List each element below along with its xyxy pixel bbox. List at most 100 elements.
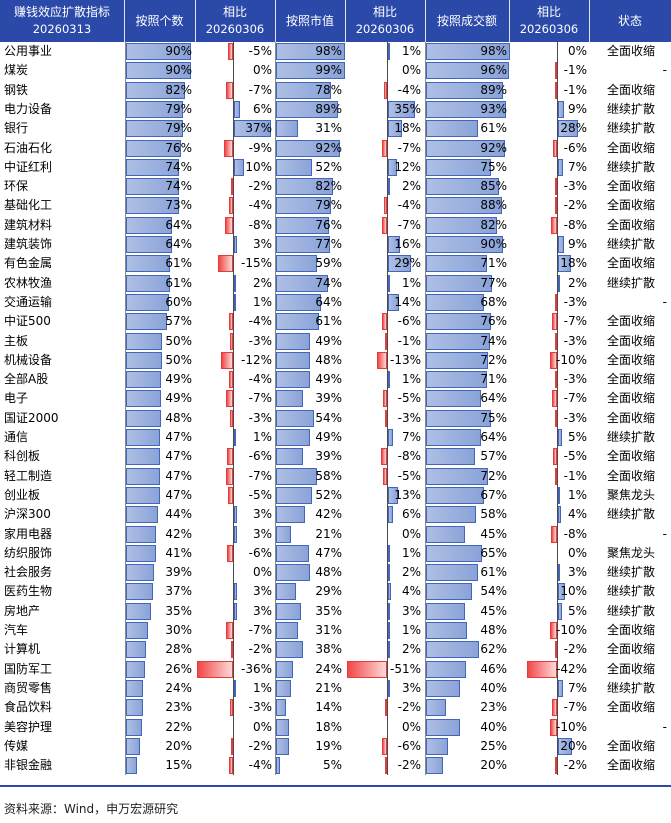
row-name: 公用事业: [4, 44, 53, 58]
delta-value-cap-d: -2%: [397, 758, 421, 773]
delta-value-count-d: -3%: [248, 700, 272, 715]
row-status: 全面收缩: [606, 700, 655, 715]
delta-value-to-d: -2%: [563, 198, 587, 213]
delta-bar-cap-d: [388, 371, 390, 389]
delta-value-to-d: -3%: [563, 410, 587, 425]
level-value-count: 57%: [165, 314, 192, 329]
row-name: 农林牧渔: [4, 275, 53, 290]
delta-bar-to-d: [558, 486, 560, 504]
level-bar-count: [126, 332, 162, 350]
level-value-count: 61%: [165, 275, 192, 290]
delta-value-to-d: -10%: [555, 719, 587, 734]
level-bar-count: [126, 544, 156, 562]
level-value-to: 58%: [480, 507, 507, 522]
level-bar-cap: [276, 737, 290, 755]
level-value-to: 77%: [480, 275, 507, 290]
level-bar-cap: [276, 100, 339, 118]
level-bar-to: [426, 236, 504, 253]
delta-bar-to-d: [552, 139, 557, 157]
delta-value-to-d: -1%: [563, 468, 587, 483]
level-bar-to: [426, 351, 488, 369]
level-bar-cap: [276, 679, 291, 697]
level-axis-cap: [275, 42, 276, 776]
header-count-cmp: 相比 20260306: [195, 0, 275, 42]
row-status: 聚焦龙头: [606, 545, 655, 560]
delta-value-count-d: -2%: [248, 179, 272, 194]
row-status: -: [662, 294, 667, 309]
delta-bar-cap-d: [388, 641, 390, 659]
table-row: 建筑材料 64% 76% 82% -8% -7% -8% 全面收缩: [0, 216, 671, 235]
level-bar-cap: [276, 448, 304, 466]
delta-bar-count-d: [231, 178, 233, 196]
delta-bar-to-d: [558, 100, 565, 118]
level-bar-count: [126, 660, 145, 678]
delta-value-cap-d: 29%: [394, 256, 421, 271]
delta-value-to-d: -6%: [563, 140, 587, 155]
delta-bar-to-d: [555, 467, 557, 485]
level-bar-count: [126, 409, 161, 427]
header-count: 按照个数: [124, 0, 195, 42]
level-bar-count: [126, 139, 181, 157]
delta-value-count-d: -4%: [248, 314, 272, 329]
row-name: 建筑装饰: [4, 237, 53, 251]
header-divider: [589, 0, 590, 42]
delta-value-cap-d: 6%: [401, 507, 421, 522]
level-value-cap: 39%: [315, 391, 342, 406]
level-value-count: 20%: [165, 738, 192, 753]
level-value-count: 49%: [165, 391, 192, 406]
delta-bar-cap-d: [388, 236, 401, 253]
delta-bar-count-d: [231, 641, 233, 659]
level-value-count: 73%: [165, 198, 192, 213]
level-bar-to: [426, 583, 473, 601]
delta-value-count-d: -7%: [248, 468, 272, 483]
delta-bar-to-d: [554, 371, 557, 389]
row-name: 建筑材料: [4, 217, 53, 232]
level-bar-cap: [276, 158, 313, 176]
delta-bar-count-d: [234, 583, 237, 601]
delta-value-count-d: 0%: [252, 63, 272, 78]
delta-value-cap-d: 1%: [401, 275, 421, 290]
level-bar-count: [126, 178, 180, 196]
header-turnover-line: 按照成交额: [436, 13, 497, 28]
table-row: 公用事业 90% 98% 98% -5% 1% 0% 全面收缩: [0, 42, 671, 61]
level-value-to: 40%: [480, 680, 507, 695]
row-status: 全面收缩: [606, 352, 655, 367]
delta-bar-cap-d: [383, 390, 387, 408]
level-value-count: 23%: [165, 700, 192, 715]
level-value-cap: 29%: [315, 584, 342, 599]
delta-bar-count-d: [221, 351, 233, 369]
table-row: 农林牧渔 61% 74% 77% 2% 1% 2% 继续扩散: [0, 274, 671, 293]
level-bar-cap: [276, 43, 345, 60]
row-name: 传媒: [4, 738, 29, 753]
level-bar-count: [126, 236, 173, 253]
delta-bar-count-d: [230, 332, 233, 350]
table-row: 全部A股 49% 49% 71% -4% 1% -3% 全面收缩: [0, 370, 671, 389]
level-bar-count: [126, 197, 179, 215]
level-bar-cap: [276, 429, 311, 446]
row-name: 汽车: [4, 623, 29, 637]
delta-bar-cap-d: [388, 679, 391, 697]
delta-bar-cap-d: [385, 757, 387, 775]
level-bar-cap: [276, 486, 313, 504]
delta-bar-cap-d: [383, 197, 387, 215]
delta-value-cap-d: 3%: [401, 680, 421, 695]
delta-bar-to-d: [554, 409, 557, 427]
level-bar-count: [126, 718, 142, 736]
level-value-to: 45%: [480, 603, 507, 618]
row-name: 纺织服饰: [4, 545, 53, 560]
delta-value-count-d: 6%: [252, 101, 272, 116]
delta-bar-to-d: [558, 506, 561, 524]
delta-bar-cap-d: [388, 274, 390, 292]
row-name: 商贸零售: [4, 680, 53, 695]
delta-bar-to-d: [558, 679, 564, 697]
delta-value-to-d: 9%: [567, 237, 587, 251]
level-value-cap: 52%: [315, 487, 342, 502]
delta-bar-cap-d: [347, 660, 387, 678]
header-turnover-cmp: 相比 20260306: [509, 0, 589, 42]
delta-value-count-d: 3%: [252, 507, 272, 522]
level-value-cap: 49%: [315, 333, 342, 348]
delta-bar-to-d: [558, 255, 571, 273]
level-value-cap: 76%: [315, 217, 342, 232]
header-status: 状态: [589, 0, 671, 42]
delta-bar-cap-d: [388, 622, 390, 639]
